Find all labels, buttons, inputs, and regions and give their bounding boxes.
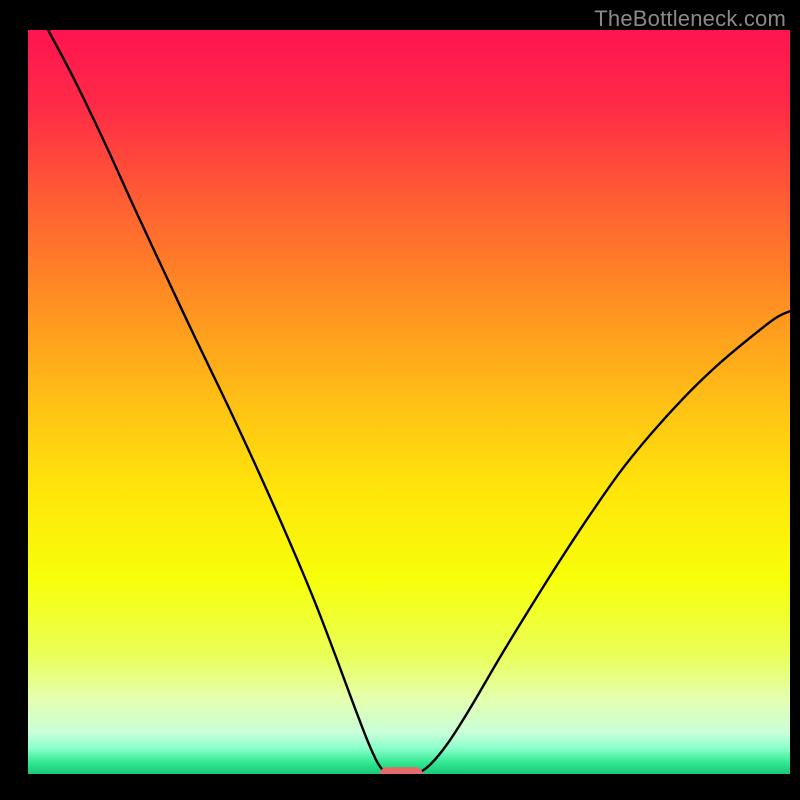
plot-background — [28, 30, 790, 774]
minimum-marker — [380, 767, 423, 780]
chart-frame: TheBottleneck.com — [0, 0, 800, 800]
watermark-text: TheBottleneck.com — [594, 6, 786, 32]
bottleneck-curve-chart — [0, 0, 800, 800]
